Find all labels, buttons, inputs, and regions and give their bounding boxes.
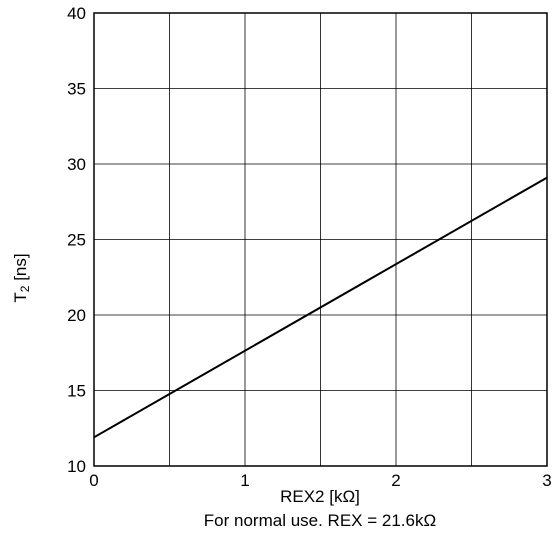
y-tick-label-35: 35 [67, 80, 86, 99]
x-axis-label: REX2 [kΩ] [280, 487, 360, 506]
y-tick-label-15: 15 [67, 382, 86, 401]
y-tick-label-40: 40 [67, 4, 86, 23]
grid [94, 13, 547, 466]
x-tick-label-2: 2 [391, 471, 400, 490]
y-tick-label-25: 25 [67, 231, 86, 250]
series-line-0 [93, 176, 548, 439]
y-tick-label-10: 10 [67, 457, 86, 476]
x-tick-label-0: 0 [89, 471, 98, 490]
chart-note: For normal use. REX = 21.6kΩ [204, 511, 436, 530]
y-axis-label: T2 [ns] [11, 253, 32, 302]
y-axis-label-unit: [ns] [11, 253, 30, 285]
y-tick-label-20: 20 [67, 306, 86, 325]
y-axis-label-subscript: 2 [18, 285, 32, 292]
x-tick-label-1: 1 [240, 471, 249, 490]
plot-frame [93, 12, 548, 467]
series-layer [93, 176, 548, 439]
tick-labels: 0 1 2 3 10 15 20 25 30 35 40 [67, 4, 552, 490]
x-tick-label-3: 3 [542, 471, 551, 490]
y-tick-label-30: 30 [67, 155, 86, 174]
y-axis-label-main: T [11, 292, 30, 302]
